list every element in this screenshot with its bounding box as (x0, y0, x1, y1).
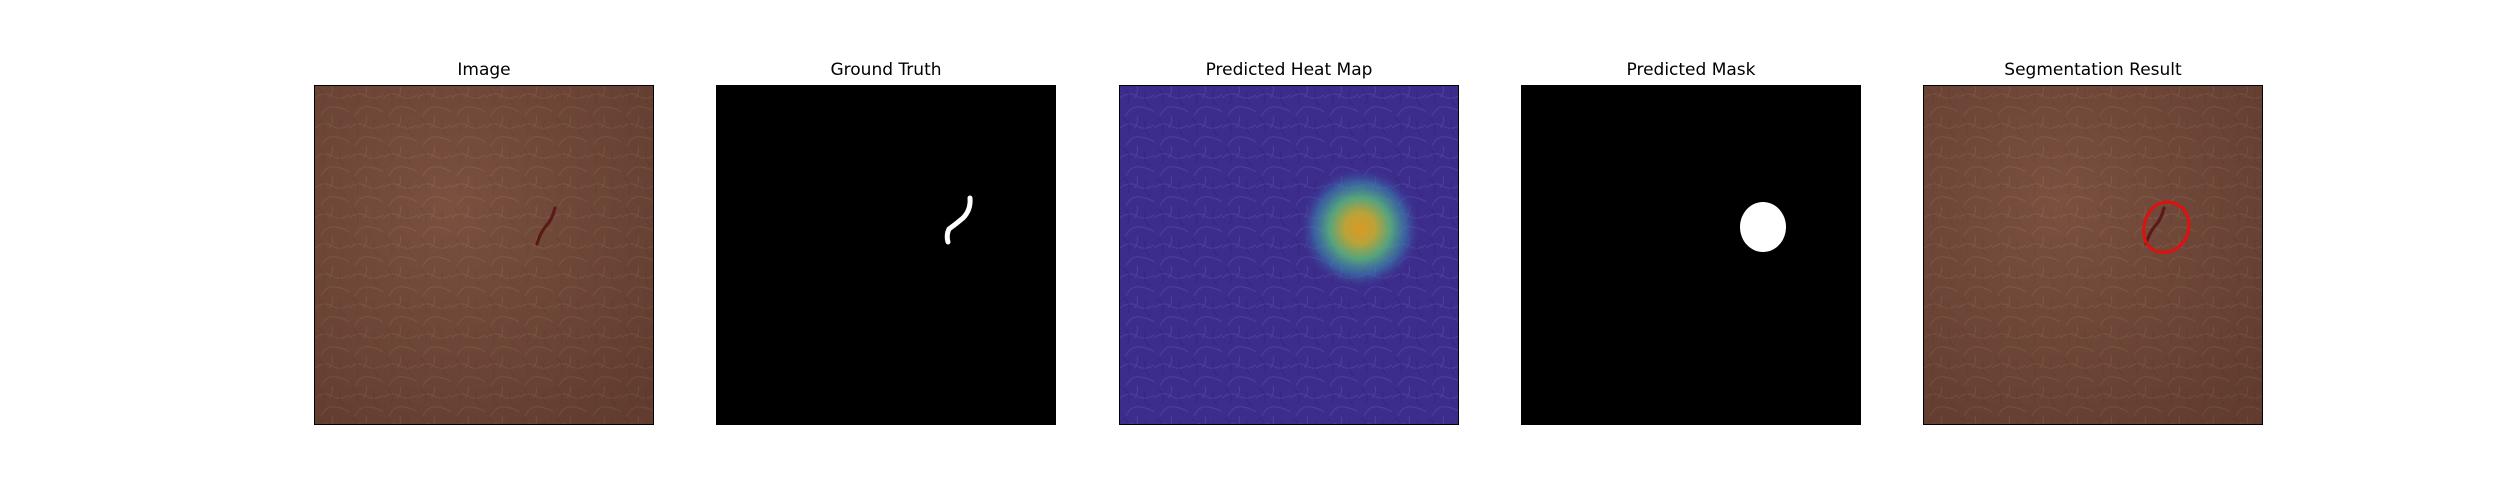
predicted-mask-image (1521, 85, 1861, 425)
segmentation-result-image (1923, 85, 2263, 425)
ground-truth-region (944, 195, 973, 245)
heat-hotspot (1298, 166, 1422, 290)
leather-image (314, 85, 654, 425)
segmentation-contour (2142, 200, 2191, 254)
defect-mark (2144, 206, 2166, 246)
panel-title-segmentation-result: Segmentation Result (2004, 60, 2182, 80)
ground-truth-mask (716, 85, 1056, 425)
panel-title-ground-truth: Ground Truth (830, 60, 942, 80)
heat-map-image (1119, 85, 1459, 425)
panel-title-heat-map: Predicted Heat Map (1205, 60, 1373, 80)
defect-mark (535, 206, 557, 246)
predicted-region (1740, 202, 1786, 252)
panel-title-image: Image (457, 60, 511, 80)
panel-title-predicted-mask: Predicted Mask (1626, 60, 1756, 80)
